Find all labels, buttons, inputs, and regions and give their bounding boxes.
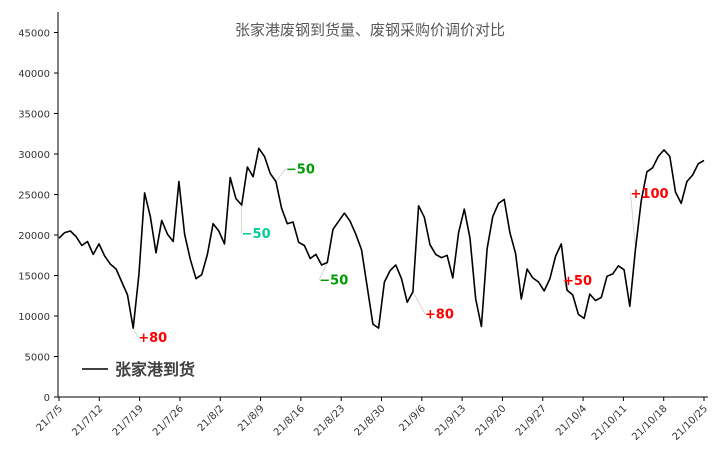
annotation-label: +80 — [138, 331, 167, 346]
annotation-label: +100 — [631, 187, 669, 202]
x-tick-label: 21/8/23 — [312, 403, 347, 438]
x-tick-label: 21/9/20 — [474, 403, 509, 438]
x-tick-label: 21/8/2 — [196, 403, 227, 434]
annotation-connector — [132, 327, 139, 338]
x-ticks: 21/7/5 21/7/12 21/7/19 21/7/26 21/8/2 21/8/9 2… — [35, 397, 711, 443]
x-tick-label: 21/8/30 — [353, 403, 388, 438]
x-tick-label: 21/9/27 — [514, 403, 549, 438]
annotation-label: +80 — [425, 308, 454, 323]
annotation-label: +50 — [563, 274, 592, 289]
y-tick-label: 25000 — [18, 191, 50, 202]
axes — [57, 12, 708, 398]
annotation-connector — [630, 192, 636, 249]
y-tick-label: 10000 — [18, 312, 50, 323]
x-tick-label: 21/7/12 — [70, 403, 105, 438]
x-tick-label: 21/10/11 — [590, 403, 630, 443]
x-tick-label: 21/10/18 — [630, 403, 670, 443]
x-tick-label: 21/7/26 — [151, 403, 186, 438]
x-tick-label: 21/9/6 — [397, 403, 428, 434]
annotation-connectors — [132, 168, 636, 338]
x-tick-label: 21/9/13 — [433, 403, 468, 438]
x-tick-label: 21/8/9 — [236, 403, 267, 434]
annotation-label: −50 — [286, 163, 315, 178]
y-tick-label: 40000 — [18, 69, 50, 80]
x-tick-label: 21/7/19 — [111, 403, 146, 438]
x-tick-label: 21/8/16 — [272, 403, 307, 438]
series-layer — [58, 147, 705, 329]
y-tick-label: 0 — [44, 393, 50, 404]
annotations: +80 −50 −50 −50 +80 +50 +100 — [138, 163, 668, 347]
y-tick-label: 5000 — [25, 353, 50, 364]
y-tick-label: 15000 — [18, 272, 50, 283]
x-tick-label: 21/10/25 — [671, 403, 711, 443]
y-tick-label: 45000 — [18, 29, 50, 40]
x-tick-label: 21/10/4 — [554, 403, 589, 438]
legend-label: 张家港到货 — [115, 360, 195, 379]
chart-title: 张家港废钢到货量、废钢采购价调价对比 — [235, 21, 505, 39]
y-tick-label: 30000 — [18, 150, 50, 161]
annotation-label: −50 — [242, 227, 271, 242]
series-line — [58, 147, 705, 329]
y-tick-label: 20000 — [18, 231, 50, 242]
annotation-label: −50 — [319, 274, 348, 289]
y-tick-label: 35000 — [18, 110, 50, 121]
y-ticks: 0 5000 10000 15000 20000 25000 30000 35000 40000… — [18, 29, 58, 404]
x-tick-label: 21/7/5 — [35, 403, 66, 434]
legend: 张家港到货 — [82, 360, 195, 379]
annotation-connector — [318, 262, 328, 280]
annotation-connector — [275, 168, 287, 182]
annotation-connector — [412, 291, 426, 314]
